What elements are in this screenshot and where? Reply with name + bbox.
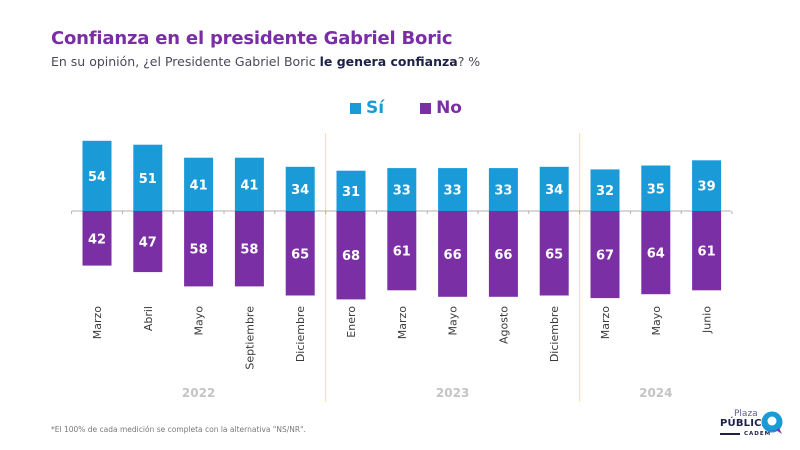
x-tick-label: Mayo [193,306,206,336]
x-tick-label: Marzo [599,306,612,340]
data-label-si: 41 [240,178,258,193]
data-label-si: 34 [291,183,309,198]
year-label-2024: 2024 [639,386,672,400]
bar-no [234,211,264,287]
legend-label-si: Sí [366,98,385,118]
x-tick-label: Septiembre [243,306,256,370]
data-label-no: 68 [342,249,360,264]
bar-si [234,157,264,211]
footnote: *El 100% de cada medición se completa co… [51,425,306,434]
data-label-no: 65 [545,247,563,262]
data-label-no: 61 [698,245,716,260]
bar-no [82,211,112,266]
legend-label-no: No [436,98,462,118]
bar-no [590,211,620,299]
data-label-no: 58 [190,243,208,258]
x-tick-label: Diciembre [294,306,307,362]
data-label-si: 51 [139,172,157,187]
chart-subtitle: En su opinión, ¿el Presidente Gabriel Bo… [51,54,480,69]
year-label-2023: 2023 [436,386,469,400]
bar-si [133,144,163,211]
bar-si [641,165,671,211]
data-label-no: 58 [240,243,258,258]
bar-si [692,160,722,211]
subtitle-prefix: En su opinión, ¿el Presidente Gabriel Bo… [51,54,320,69]
bar-si [539,166,569,211]
x-tick-label: Agosto [497,306,510,344]
bar-no [641,211,671,295]
bar-no [692,211,722,291]
data-label-no: 66 [494,248,512,263]
x-tick-label: Junio [701,306,714,334]
data-label-si: 33 [444,184,462,199]
bar-no [336,211,366,300]
data-label-si: 35 [647,182,665,197]
data-label-no: 42 [88,232,106,247]
legend-item-no: No [420,98,462,118]
bar-si [336,170,366,211]
bar-no [387,211,417,291]
data-label-si: 33 [393,184,411,199]
x-tick-label: Mayo [650,306,663,336]
bar-no [285,211,315,296]
data-label-no: 47 [139,236,157,251]
bar-no [488,211,518,297]
bar-no [133,211,163,273]
data-label-si: 54 [88,170,106,185]
year-label-2022: 2022 [182,386,215,400]
logo-text-publica: PÚBLICA [720,418,770,429]
bar-si [488,168,518,211]
logo-text-cadem: CADEM [744,431,772,437]
bar-si [82,140,112,211]
legend-swatch-no [420,102,432,114]
plaza-publica-logo: Plaza PÚBLICA CADEM [718,408,784,442]
data-label-si: 41 [190,178,208,193]
bar-no [184,211,214,287]
x-tick-label: Mayo [447,306,460,336]
data-label-si: 34 [545,183,563,198]
data-label-no: 61 [393,245,411,260]
data-label-no: 67 [596,249,614,264]
x-tick-label: Marzo [396,306,409,340]
bar-no [539,211,569,296]
legend-item-si: Sí [350,98,384,118]
data-label-no: 65 [291,247,309,262]
x-tick-label: Diciembre [548,306,561,362]
chart-legend: Sí No [350,98,462,118]
x-tick-label: Enero [345,306,358,338]
bar-si [438,168,468,211]
bar-si [184,157,214,211]
subtitle-suffix: ? % [457,54,481,69]
logo-underline [720,433,740,435]
logo-text-plaza: Plaza [734,409,758,419]
data-label-no: 66 [444,248,462,263]
legend-swatch-si [350,102,361,114]
data-label-no: 64 [647,247,665,262]
chart-title: Confianza en el presidente Gabriel Boric [51,28,453,49]
subtitle-bold: le genera confianza [319,54,458,69]
data-label-si: 33 [494,184,512,199]
bar-si [387,168,417,211]
bar-si [285,166,315,211]
data-label-si: 31 [342,185,360,200]
data-label-si: 32 [596,184,614,199]
x-tick-label: Abril [142,306,155,331]
x-tick-label: Marzo [91,306,104,340]
bar-no [438,211,468,297]
data-label-si: 39 [698,180,716,195]
speech-bubble-icon [761,411,783,434]
bar-si [590,169,620,211]
